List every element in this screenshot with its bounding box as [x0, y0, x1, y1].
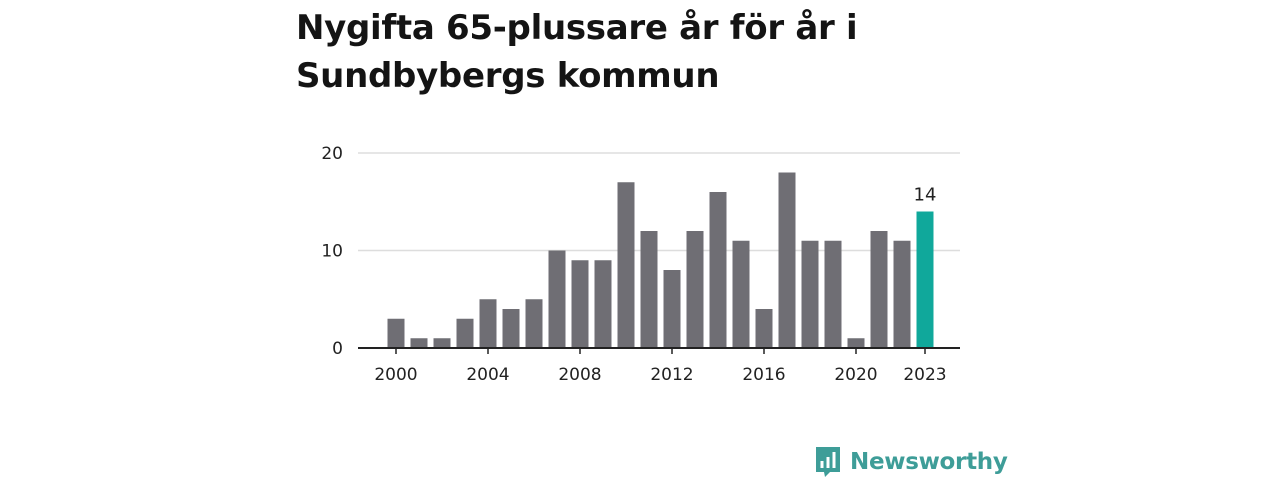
bar-2022[interactable] — [893, 240, 911, 348]
bar-2012[interactable] — [663, 270, 681, 348]
bar-2003[interactable] — [456, 318, 474, 348]
x-tick-label: 2020 — [834, 365, 877, 385]
bar-2001[interactable] — [410, 338, 428, 348]
x-axis — [358, 347, 960, 354]
bar-2009[interactable] — [594, 260, 612, 348]
y-tick-label: 10 — [321, 242, 343, 262]
brand-name: Newsworthy — [850, 449, 1008, 475]
bar-2002[interactable] — [433, 338, 451, 348]
bar-2011[interactable] — [640, 231, 658, 348]
bar-2008[interactable] — [571, 260, 589, 348]
y-tick-label: 0 — [332, 339, 343, 359]
gridlines — [358, 152, 960, 252]
newsworthy-logo-icon — [816, 447, 840, 477]
bar-2019[interactable] — [824, 240, 842, 348]
bar-2017[interactable] — [778, 172, 796, 349]
bar-2014[interactable] — [709, 192, 727, 348]
bar-2004[interactable] — [479, 299, 497, 348]
x-tick-label: 2023 — [903, 365, 946, 385]
bar-2006[interactable] — [525, 299, 543, 348]
y-tick-label: 20 — [321, 144, 343, 164]
x-tick-label: 2008 — [558, 365, 601, 385]
x-tick-label: 2012 — [650, 365, 693, 385]
newsworthy-logo[interactable]: Newsworthy — [814, 446, 1008, 478]
bar-2015[interactable] — [732, 240, 750, 348]
bar-2007[interactable] — [548, 250, 566, 349]
bars — [387, 172, 934, 349]
bar-2023[interactable] — [916, 211, 934, 349]
bar-2010[interactable] — [617, 182, 635, 348]
x-tick-label: 2004 — [466, 365, 509, 385]
bar-2021[interactable] — [870, 231, 888, 348]
y-axis-labels: 0 10 20 — [321, 144, 343, 359]
bar-2016[interactable] — [755, 309, 773, 348]
bar-2000[interactable] — [387, 318, 405, 348]
data-labels: 14 — [914, 185, 937, 206]
bar-2005[interactable] — [502, 309, 520, 348]
bar-2018[interactable] — [801, 240, 819, 348]
data-label-2023: 14 — [914, 185, 937, 206]
chart-title: Nygifta 65-plussare år för år i Sundbybe… — [296, 8, 858, 96]
x-tick-label: 2016 — [742, 365, 785, 385]
x-tick-label: 2000 — [374, 365, 417, 385]
bar-2020[interactable] — [847, 338, 865, 348]
x-axis-labels: 2000 2004 2008 2012 2016 2020 2023 — [374, 365, 946, 385]
bar-2013[interactable] — [686, 231, 704, 348]
bar-chart: 0 10 20 2000 2004 2008 2012 2016 2020 2023 14 — [321, 144, 960, 385]
